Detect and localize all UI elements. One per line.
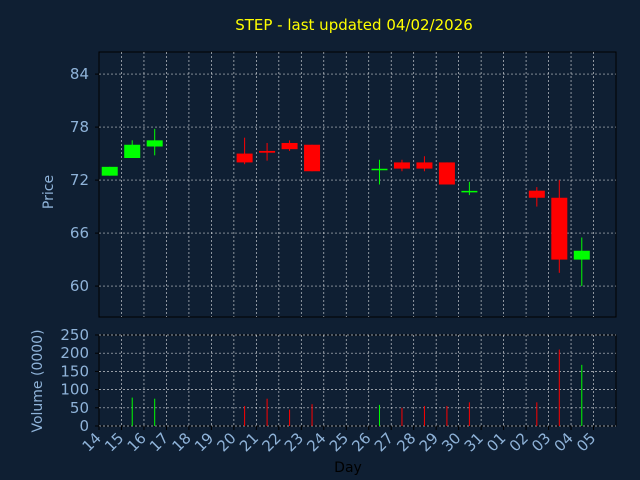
candle-body — [259, 150, 276, 153]
candle — [528, 187, 545, 207]
candle-body — [416, 162, 433, 169]
price-tick-label: 84 — [70, 65, 89, 83]
candle — [304, 144, 321, 172]
candle — [393, 159, 410, 172]
price-tick-label: 60 — [70, 277, 89, 295]
price-y-ticks: 84 78 72 66 60 — [70, 65, 99, 295]
candlestick-series — [101, 128, 590, 287]
volume-tick-label: 200 — [60, 344, 89, 362]
volume-axis-label: Volume (0000) — [30, 329, 46, 432]
candle — [281, 140, 298, 151]
candle — [461, 181, 478, 196]
candle — [371, 159, 388, 185]
volume-panel-frame — [98, 334, 617, 427]
candle — [259, 142, 276, 161]
candle — [551, 180, 568, 273]
candle — [438, 162, 455, 185]
candle-body — [551, 197, 568, 260]
candle — [146, 128, 163, 156]
candle-body — [528, 190, 545, 198]
x-axis-ticks: 1415161718192021222324252627282930310102… — [79, 426, 599, 455]
candle-body — [573, 250, 590, 260]
price-tick-label: 66 — [70, 224, 89, 242]
candle-body — [101, 166, 118, 176]
volume-grid — [99, 334, 616, 427]
candle — [124, 140, 141, 158]
candle-body — [146, 140, 163, 147]
price-tick-label: 78 — [70, 118, 89, 136]
price-grid — [99, 52, 616, 317]
volume-tick-label: 50 — [70, 399, 89, 417]
candle — [416, 156, 433, 172]
chart-title: STEP - last updated 04/02/2026 — [235, 16, 473, 34]
candle-body — [281, 142, 298, 150]
price-panel-frame — [98, 51, 617, 318]
candle — [236, 137, 253, 165]
price-axis-label: Price — [41, 175, 57, 209]
volume-tick-label: 100 — [60, 381, 89, 399]
volume-tick-label: 0 — [79, 417, 89, 435]
volume-tick-label: 150 — [60, 362, 89, 380]
volume-bar-series — [131, 349, 583, 426]
volume-tick-label: 250 — [60, 326, 89, 344]
x-axis-label: Day — [334, 460, 362, 476]
candle — [101, 166, 118, 176]
price-tick-label: 72 — [70, 171, 89, 189]
candle — [573, 237, 590, 287]
candle-body — [236, 153, 253, 163]
candle-body — [124, 144, 141, 158]
price-panel: 84 78 72 66 60 Price — [41, 51, 617, 318]
candle-body — [304, 144, 321, 172]
x-tick-label: 05 — [573, 429, 599, 455]
candle-body — [438, 162, 455, 185]
candle-body — [393, 162, 410, 169]
